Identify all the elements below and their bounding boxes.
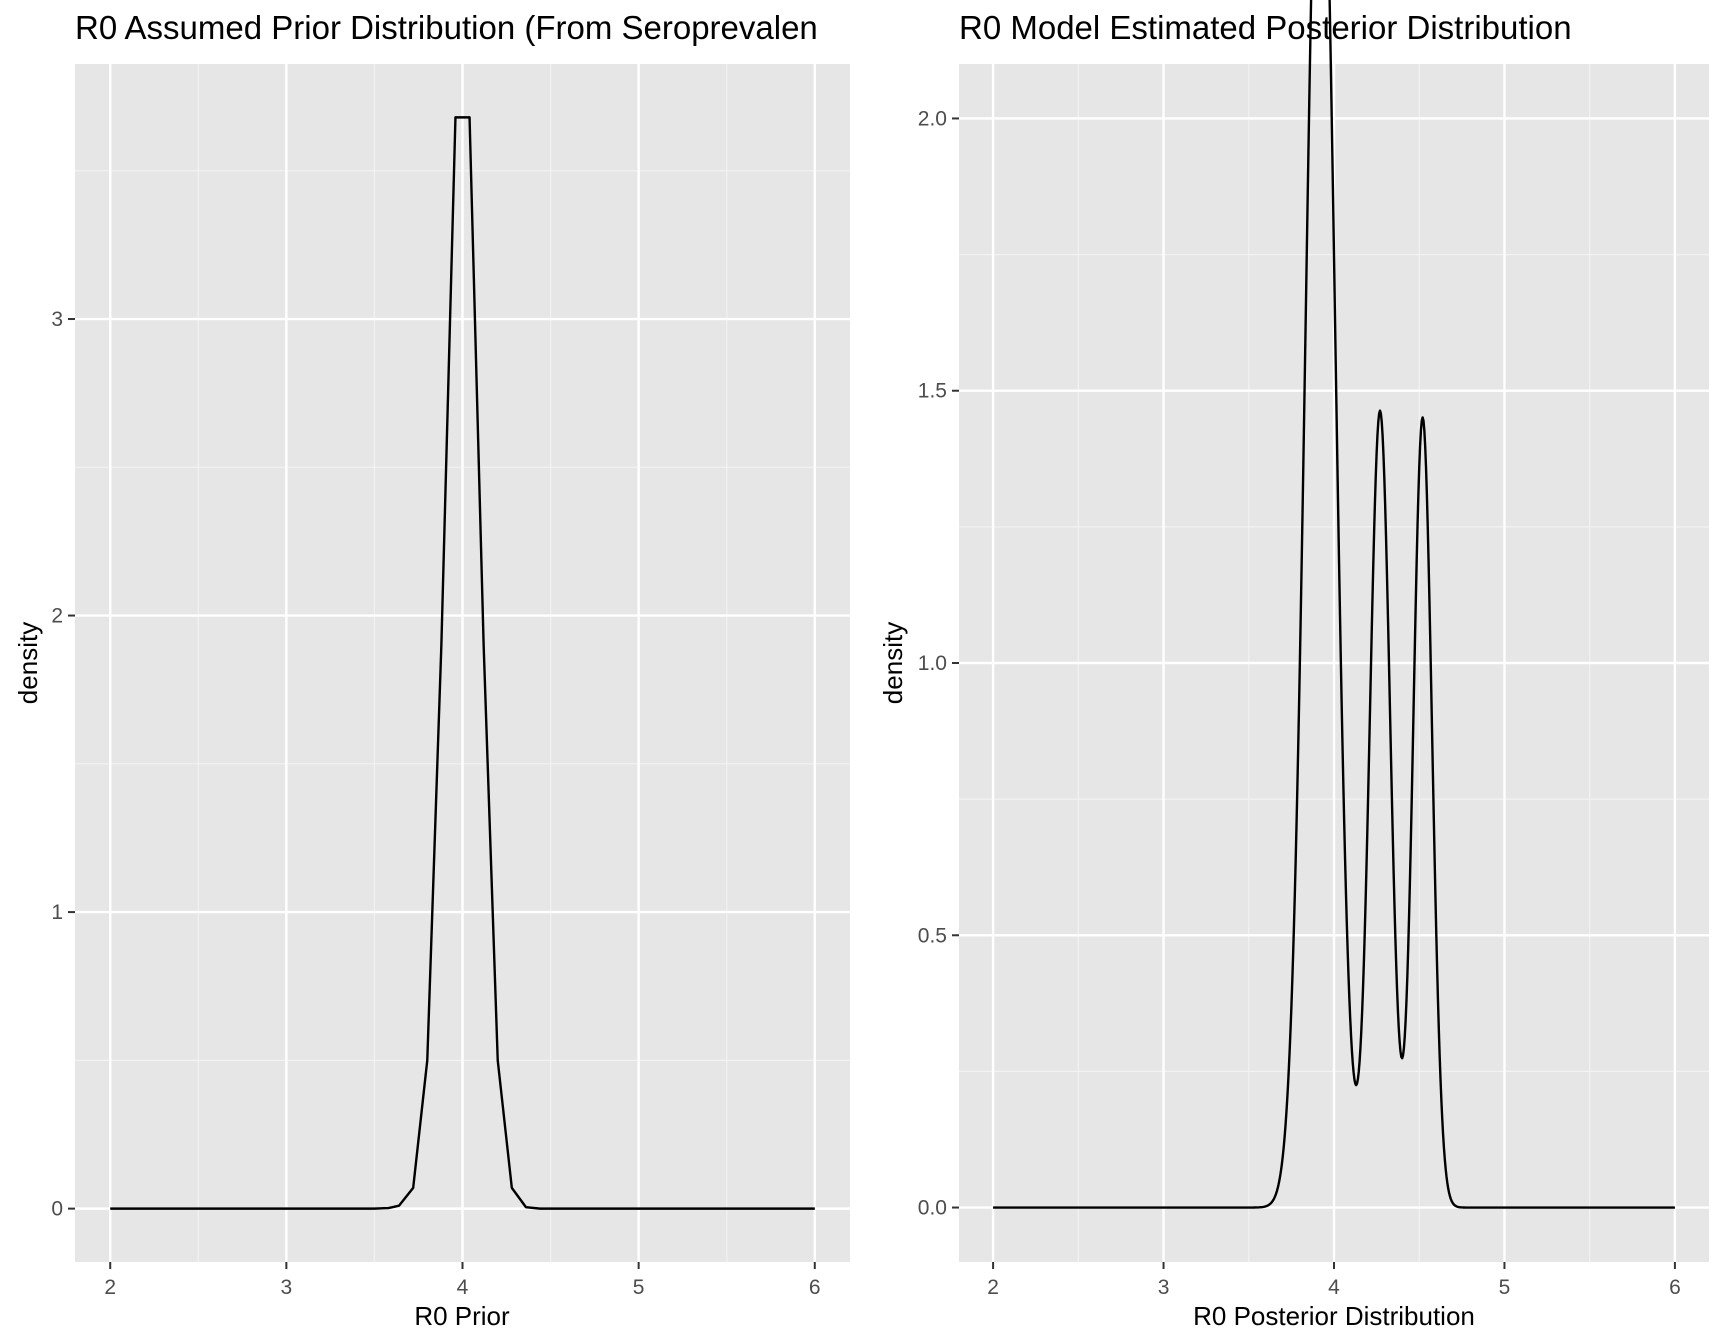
- prior-y-axis-title: density: [13, 622, 43, 704]
- prior-x-axis: 2 3 4 5 6: [104, 1262, 821, 1299]
- prior-y-axis: 0 1 2 3: [51, 308, 75, 1221]
- prior-x-tick-label-4: 6: [809, 1276, 821, 1299]
- posterior-x-tick-label-3: 5: [1499, 1276, 1511, 1299]
- posterior-chart-title: R0 Model Estimated Posterior Distributio…: [959, 9, 1572, 46]
- prior-x-tick-label-3: 5: [633, 1276, 645, 1299]
- prior-chart: R0 Assumed Prior Distribution (From Sero…: [13, 9, 850, 1331]
- prior-y-tick-label-0: 0: [51, 1198, 63, 1221]
- posterior-y-tick-label-3: 1.5: [918, 380, 947, 403]
- prior-y-tick-label-2: 2: [51, 605, 63, 628]
- prior-x-tick-label-1: 3: [281, 1276, 293, 1299]
- posterior-x-axis-title: R0 Posterior Distribution: [1193, 1301, 1475, 1331]
- posterior-y-tick-label-4: 2.0: [918, 107, 947, 130]
- prior-grid: [75, 64, 850, 1262]
- posterior-x-tick-label-2: 4: [1328, 1276, 1340, 1299]
- posterior-y-axis: 0.0 0.5 1.0 1.5 2.0: [918, 107, 959, 1220]
- posterior-y-tick-label-2: 1.0: [918, 652, 947, 675]
- prior-x-tick-label-0: 2: [104, 1276, 116, 1299]
- posterior-x-tick-label-4: 6: [1669, 1276, 1681, 1299]
- prior-y-tick-label-3: 3: [51, 308, 63, 331]
- posterior-x-axis: 2 3 4 5 6: [987, 1262, 1681, 1299]
- prior-x-tick-label-2: 4: [457, 1276, 469, 1299]
- prior-density-line: [110, 116, 815, 1210]
- posterior-x-tick-label-1: 3: [1158, 1276, 1170, 1299]
- posterior-y-tick-label-0: 0.0: [918, 1197, 947, 1220]
- prior-y-tick-label-1: 1: [51, 901, 63, 924]
- posterior-x-tick-label-0: 2: [987, 1276, 999, 1299]
- posterior-y-tick-label-1: 0.5: [918, 924, 947, 947]
- prior-x-axis-title: R0 Prior: [414, 1301, 510, 1331]
- posterior-density-line: [992, 0, 1676, 1209]
- posterior-y-axis-title: density: [878, 622, 908, 704]
- prior-chart-title: R0 Assumed Prior Distribution (From Sero…: [75, 9, 818, 46]
- posterior-chart: R0 Model Estimated Posterior Distributio…: [878, 0, 1709, 1331]
